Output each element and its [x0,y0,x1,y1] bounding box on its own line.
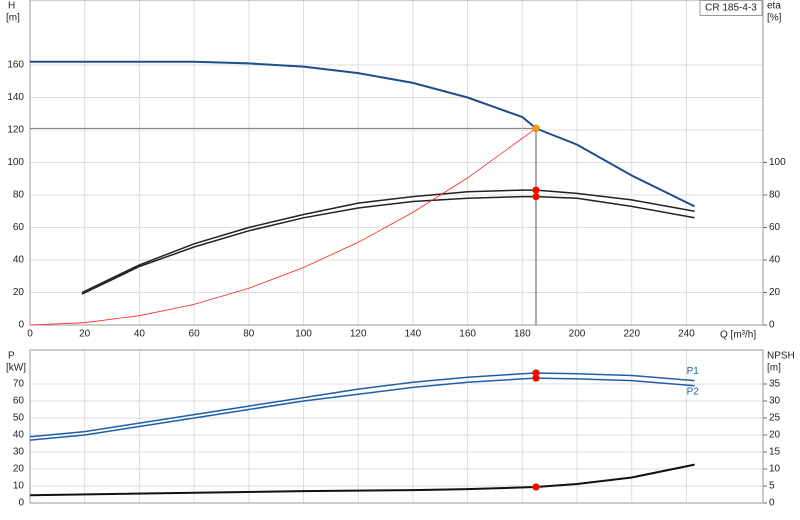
plot-frame [29,0,764,326]
x-tick-label: 220 [623,329,640,340]
y2-tick-label: 15 [769,447,781,458]
legend-text: CR 185-4-3 [705,3,757,14]
series-label: P1 [687,366,700,377]
plot-frame [29,349,764,504]
operating-point [532,374,540,382]
y-tick-label: 120 [7,125,24,136]
x-tick-label: 0 [27,329,33,340]
y-axis-unit: [kW] [6,363,26,374]
x-tick-label: 40 [134,329,146,340]
y2-tick-label: 30 [769,396,781,407]
operating-point [532,192,540,201]
x-tick-label: 140 [405,329,422,340]
y2-tick-label: 25 [769,413,781,424]
y-tick-label: 20 [13,464,25,475]
x-axis-label: Q [m³/h] [720,330,756,341]
y-tick-label: 20 [13,287,25,298]
x-tick-label: 240 [678,329,695,340]
y2-axis-label: NPSH [767,351,795,362]
y2-tick-label: 5 [769,481,775,492]
legend-box [699,0,763,16]
y-tick-label: 0 [18,320,24,331]
y2-tick-label: 20 [769,430,781,441]
y2-tick-label: 20 [769,287,781,298]
y2-tick-label: 80 [769,190,781,201]
curve [30,60,696,208]
y2-tick-label: 60 [769,222,781,233]
y-axis-label: H [8,1,15,12]
curve [29,128,537,326]
curve [81,195,695,295]
y2-tick-label: 0 [769,320,775,331]
y2-tick-label: 0 [769,498,775,509]
curve [81,189,695,294]
y-tick-label: 10 [13,481,25,492]
y2-tick-label: 100 [769,157,786,168]
operating-point [532,124,540,133]
x-tick-label: 200 [569,329,586,340]
y-tick-label: 140 [7,92,24,103]
y-tick-label: 40 [13,430,25,441]
y-tick-label: 70 [13,379,25,390]
curve [29,377,695,441]
y-tick-label: 80 [13,190,25,201]
y2-tick-label: 40 [769,255,781,266]
x-tick-label: 80 [243,329,255,340]
x-tick-label: 60 [189,329,201,340]
y-tick-label: 40 [13,255,25,266]
y2-axis-label: eta [767,1,781,12]
y-tick-label: 60 [13,222,25,233]
y-tick-label: 160 [7,60,24,71]
x-tick-label: 120 [350,329,367,340]
operating-point [532,483,540,491]
y-tick-label: 100 [7,157,24,168]
y-tick-label: 60 [13,396,25,407]
curve [29,463,695,497]
y-tick-label: 0 [18,498,24,509]
x-tick-label: 160 [459,329,476,340]
x-tick-label: 180 [514,329,531,340]
x-tick-label: 100 [295,329,312,340]
y2-tick-label: 35 [769,379,781,390]
y2-axis-unit: [%] [767,13,782,24]
y-tick-label: 50 [13,413,25,424]
y-axis-unit: [m] [6,13,20,24]
operating-point [532,186,540,194]
x-tick-label: 20 [79,329,91,340]
series-label: P2 [687,386,700,397]
y2-axis-unit: [m] [767,363,781,374]
y-tick-label: 30 [13,447,25,458]
y2-tick-label: 10 [769,464,781,475]
y-axis-label: P [8,351,15,362]
curve [29,372,695,438]
